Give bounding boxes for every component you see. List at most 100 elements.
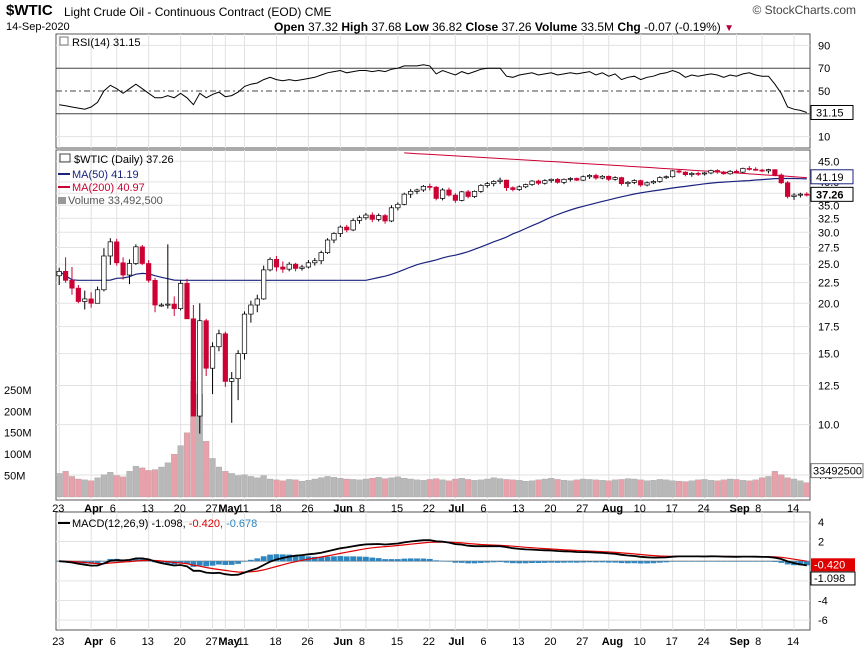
- x-axis-label-top: 10: [634, 503, 646, 515]
- volume-bar: [688, 480, 695, 498]
- volume-bar: [56, 473, 63, 498]
- candle-body: [574, 178, 580, 181]
- candle-body: [222, 333, 228, 382]
- x-axis-label-bottom: 24: [698, 636, 710, 648]
- candle-body: [209, 346, 216, 369]
- macd-histogram-bar: [765, 561, 772, 562]
- volume-bar: [656, 479, 663, 498]
- x-axis-label-top: 24: [698, 503, 710, 515]
- macd-tick-label: -6: [818, 615, 828, 627]
- x-axis-label-bottom: 6: [480, 636, 486, 648]
- macd-histogram-bar: [567, 561, 574, 563]
- macd-histogram-bar: [420, 558, 427, 562]
- candle-body: [510, 187, 516, 190]
- rsi-legend: RSI(14) 31.15: [72, 37, 140, 49]
- low-label: Low: [404, 20, 429, 34]
- macd-histogram-bar: [522, 561, 529, 564]
- price-tick-label: 22.5: [818, 278, 839, 290]
- ohlc-summary: Open 37.32 High 37.68 Low 36.82 Close 37…: [274, 20, 734, 34]
- macd-histogram-bar: [248, 559, 254, 562]
- candle-body: [797, 193, 804, 196]
- macd-histogram-bar: [541, 561, 548, 563]
- volume-bar: [727, 478, 734, 498]
- exchange-text: CME: [304, 5, 332, 19]
- candle-body: [82, 298, 88, 302]
- macd-histogram-bar: [407, 558, 414, 562]
- volume-bar: [120, 476, 127, 498]
- volume-bar: [778, 474, 785, 498]
- macd-histogram-bar: [311, 556, 318, 562]
- candle-body: [216, 333, 222, 348]
- candle-body: [593, 175, 599, 179]
- candle-body: [69, 279, 75, 289]
- macd-tick-label: 2: [818, 537, 824, 549]
- macd-histogram-bar: [740, 561, 746, 562]
- price-tick-label: 17.5: [818, 322, 839, 334]
- macd-histogram-bar: [784, 561, 791, 565]
- volume-bar: [407, 478, 414, 498]
- macd-histogram-bar: [778, 561, 785, 563]
- high-label: High: [341, 20, 369, 34]
- candle-body: [561, 178, 567, 183]
- price-tick-label: 15.0: [818, 349, 839, 361]
- volume-bar: [247, 476, 254, 498]
- macd-histogram-bar: [363, 556, 369, 562]
- x-axis-label-top: 15: [391, 503, 403, 515]
- x-axis-label-bottom: 10: [634, 636, 646, 648]
- candle-body: [229, 378, 235, 382]
- candle-body: [459, 191, 465, 201]
- candle-body: [293, 263, 299, 269]
- candle-body: [804, 193, 810, 196]
- x-axis-label-top: 17: [666, 503, 678, 515]
- volume-bar: [682, 481, 689, 498]
- volume-bar: [746, 480, 753, 498]
- macd-histogram-bar: [356, 556, 363, 562]
- candle-body: [778, 174, 784, 184]
- low-value: 36.82: [432, 20, 463, 34]
- volume-bar: [784, 477, 791, 498]
- candle-body: [727, 170, 733, 175]
- macd-histogram-bar: [516, 561, 523, 564]
- volume-bar: [701, 479, 708, 498]
- volume-bar: [560, 480, 568, 498]
- candle-body: [312, 260, 318, 264]
- macd-histogram-bar: [561, 561, 567, 563]
- volume-bar: [426, 479, 433, 498]
- candle-body: [382, 215, 388, 222]
- volume-bar: [241, 474, 248, 498]
- candle-body: [203, 320, 209, 369]
- x-axis-label-bottom: 15: [391, 636, 403, 648]
- macd-histogram-bar: [177, 561, 184, 564]
- candle-body: [746, 168, 752, 170]
- volume-bar: [586, 479, 593, 498]
- macd-histogram-bar: [414, 558, 420, 562]
- candle-body: [56, 270, 62, 277]
- volume-bar: [471, 480, 478, 498]
- volume-bar: [388, 477, 395, 498]
- stockcharts-logo[interactable]: © StockCharts.com: [752, 3, 856, 17]
- macd-histogram-bar: [446, 561, 452, 562]
- price-tick-label: 35.0: [818, 200, 839, 212]
- candle-body: [452, 194, 458, 201]
- volume-bar: [145, 470, 152, 498]
- volume-legend-icon: [58, 197, 66, 204]
- x-axis-label-top: 13: [142, 503, 154, 515]
- volume-bar: [177, 445, 184, 498]
- volume-bar: [720, 479, 727, 498]
- candle-body: [267, 259, 273, 271]
- macd-histogram-bar: [605, 561, 612, 563]
- macd-histogram-bar: [771, 561, 778, 562]
- volume-bar: [733, 479, 740, 498]
- volume-bar: [401, 477, 408, 498]
- volume-bar: [100, 474, 107, 498]
- macd-histogram-bar: [439, 560, 446, 562]
- macd-histogram-bar: [733, 561, 740, 562]
- candle-body: [254, 298, 260, 306]
- candle-body: [721, 171, 727, 175]
- candle-body: [580, 176, 586, 181]
- x-axis-label-top: 8: [755, 503, 761, 515]
- candle-body: [414, 189, 420, 192]
- candle-body: [337, 226, 343, 234]
- candle-body: [420, 185, 427, 191]
